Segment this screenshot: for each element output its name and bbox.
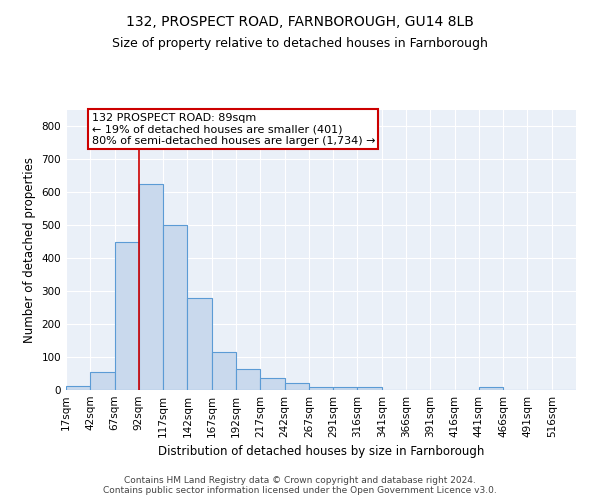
Bar [358, 387, 382, 390]
Text: 132 PROSPECT ROAD: 89sqm
← 19% of detached houses are smaller (401)
80% of semi-: 132 PROSPECT ROAD: 89sqm ← 19% of detach… [91, 113, 375, 146]
Bar [90, 372, 115, 390]
Y-axis label: Number of detached properties: Number of detached properties [23, 157, 36, 343]
Bar [284, 383, 309, 390]
X-axis label: Distribution of detached houses by size in Farnborough: Distribution of detached houses by size … [158, 446, 484, 458]
Bar [479, 388, 503, 390]
Bar [66, 386, 90, 390]
Text: Size of property relative to detached houses in Farnborough: Size of property relative to detached ho… [112, 38, 488, 51]
Bar [236, 369, 260, 390]
Text: Contains HM Land Registry data © Crown copyright and database right 2024.
Contai: Contains HM Land Registry data © Crown c… [103, 476, 497, 495]
Bar [309, 386, 333, 390]
Bar [163, 226, 187, 390]
Bar [212, 352, 236, 390]
Bar [139, 184, 163, 390]
Bar [187, 298, 212, 390]
Text: 132, PROSPECT ROAD, FARNBOROUGH, GU14 8LB: 132, PROSPECT ROAD, FARNBOROUGH, GU14 8L… [126, 15, 474, 29]
Bar [333, 386, 358, 390]
Bar [115, 242, 139, 390]
Bar [260, 378, 284, 390]
